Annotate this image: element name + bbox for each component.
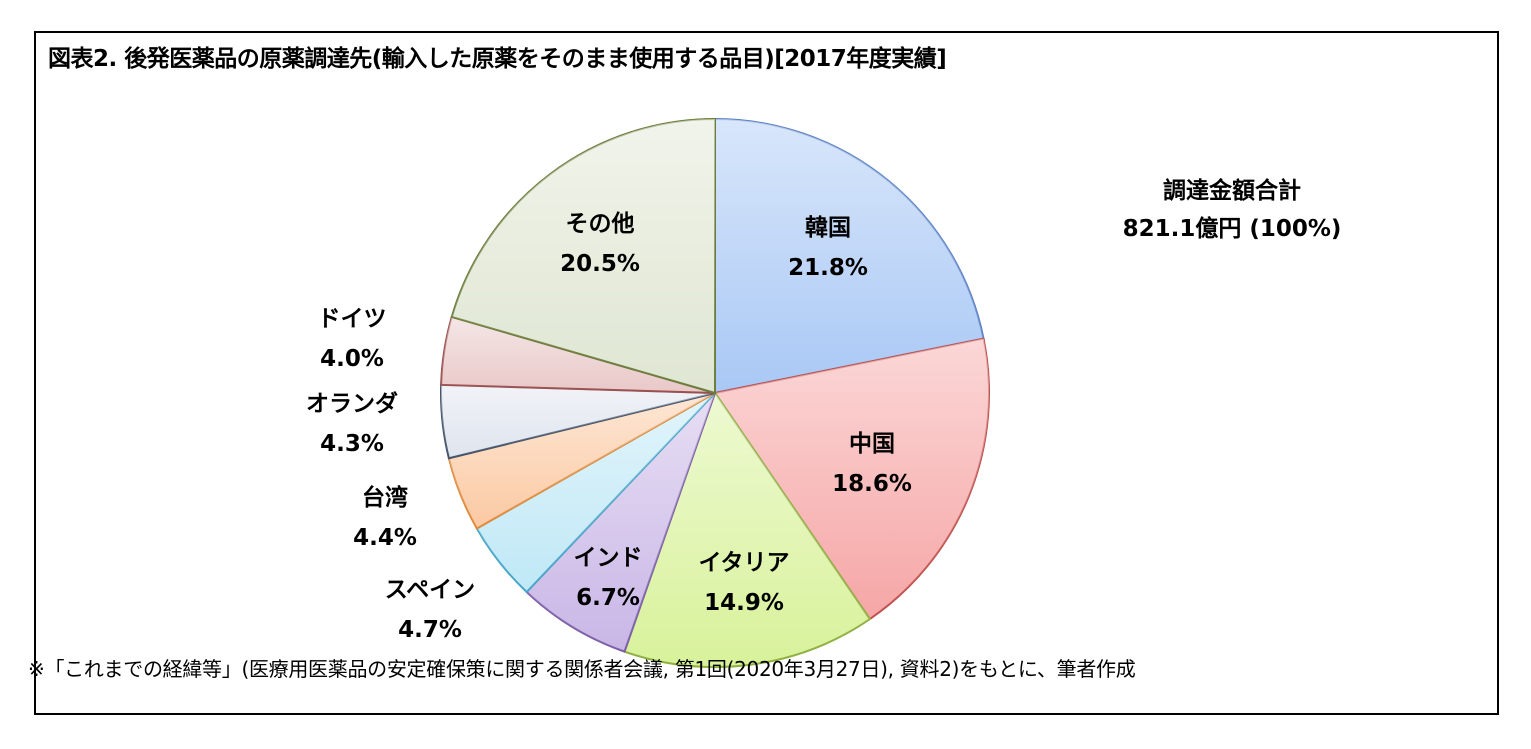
slice-value-label: 4.7% bbox=[398, 617, 462, 643]
total-value: 821.1億円 (100%) bbox=[1122, 216, 1342, 242]
total-summary: 調達金額合計 821.1億円 (100%) bbox=[1112, 172, 1352, 248]
slice-name-label: その他 bbox=[566, 211, 635, 237]
pie-slice-highlight-1 bbox=[715, 338, 990, 620]
slice-value-label: 14.9% bbox=[704, 590, 784, 616]
chart-frame: 図表2. 後発医薬品の原薬調達先(輸入した原薬をそのまま使用する品目)[2017… bbox=[34, 31, 1499, 715]
chart-title: 図表2. 後発医薬品の原薬調達先(輸入した原薬をそのまま使用する品目)[2017… bbox=[48, 46, 947, 72]
slice-value-label: 21.8% bbox=[788, 255, 868, 281]
slice-name-label: 中国 bbox=[849, 431, 895, 457]
slice-name-label: 韓国 bbox=[805, 214, 851, 241]
slice-value-label: 18.6% bbox=[832, 471, 912, 497]
slice-value-label: 4.3% bbox=[320, 431, 384, 457]
slice-value-label: 4.0% bbox=[320, 346, 384, 372]
source-note: ※「これまでの経緯等」(医療用医薬品の安定確保策に関する関係者会議, 第1回(2… bbox=[28, 657, 1136, 681]
slice-value-label: 20.5% bbox=[560, 251, 640, 277]
slice-name-label: スペイン bbox=[385, 577, 475, 603]
slice-value-label: 6.7% bbox=[576, 585, 640, 611]
slice-name-label: オランダ bbox=[306, 390, 398, 417]
slice-name-label: 台湾 bbox=[362, 484, 408, 511]
pie-slice-highlight-8 bbox=[451, 119, 715, 393]
pie-slice-highlight-6 bbox=[440, 384, 715, 459]
total-label: 調達金額合計 bbox=[1163, 178, 1301, 204]
slice-name-label: イタリア bbox=[698, 550, 789, 576]
pie-slice-highlight-3 bbox=[526, 393, 715, 652]
slice-name-label: インド bbox=[574, 545, 643, 571]
pie-slice-highlight-2 bbox=[624, 393, 870, 667]
pie-slice-highlight-4 bbox=[476, 393, 715, 592]
pie-slice-highlight-0 bbox=[715, 118, 984, 393]
slice-value-label: 4.4% bbox=[353, 525, 417, 551]
slice-name-label: ドイツ bbox=[318, 306, 387, 332]
pie-slice-highlight-5 bbox=[448, 393, 715, 529]
